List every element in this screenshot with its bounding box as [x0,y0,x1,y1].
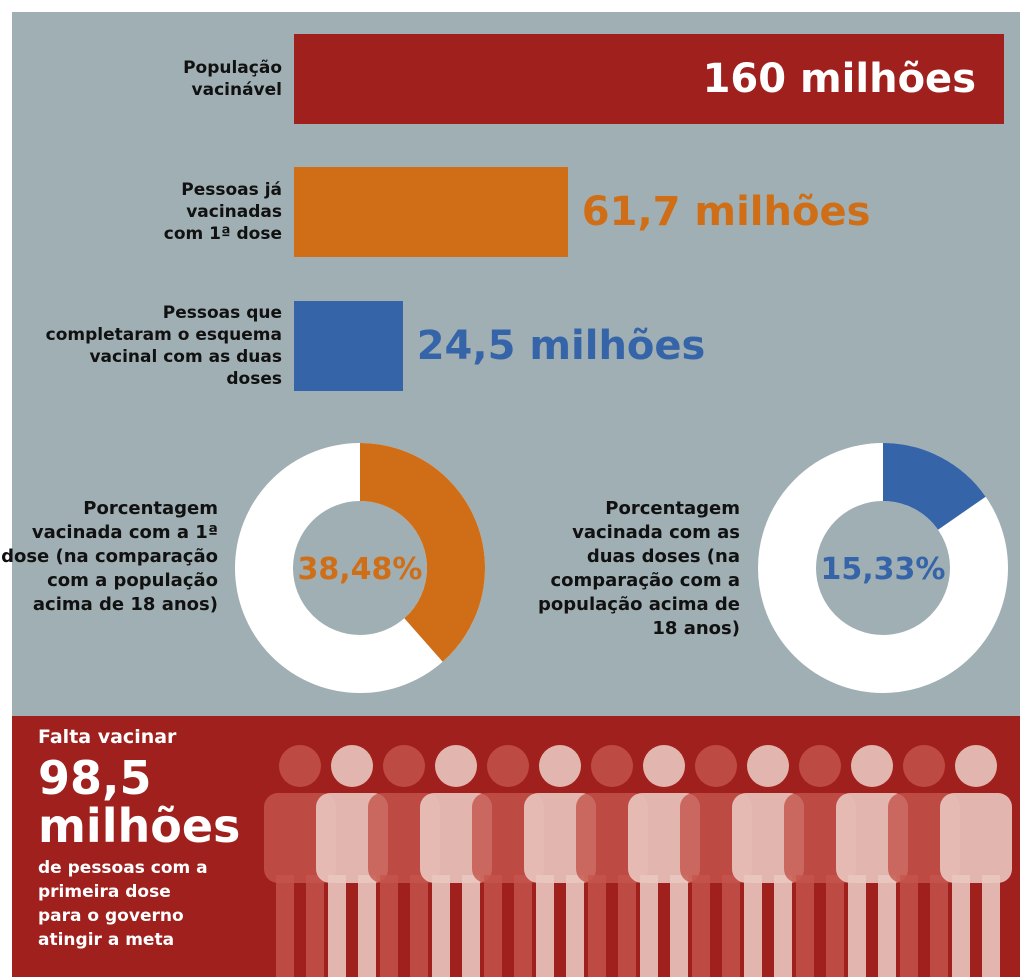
person-leg [462,875,480,977]
person-leg [410,875,428,977]
panel-intro: Falta vacinar [38,724,176,750]
person-head [851,745,893,787]
person-leg [692,875,710,977]
bar-label: População vacinável [162,57,282,101]
bar-label: Pessoas que completaram o esquema vacina… [32,302,282,390]
person-leg [670,875,688,977]
bar [294,301,403,391]
person-head [903,745,945,787]
donut-value: 15,33% [821,552,946,587]
person-leg [328,875,346,977]
donut-label: Porcentagem vacinada com a 1ª dose (na c… [0,497,218,617]
person-body [940,793,1012,883]
person-leg [826,875,844,977]
panel-text: de pessoas com a primeira dose para o go… [38,856,213,952]
person-leg [276,875,294,977]
person-leg [514,875,532,977]
bar [294,167,568,257]
person-head [383,745,425,787]
person-head [539,745,581,787]
person-leg [358,875,376,977]
person-head [747,745,789,787]
person-head [435,745,477,787]
value-label: 24,5 milhões [417,321,706,371]
person-leg [618,875,636,977]
person-leg [982,875,1000,977]
person-leg [952,875,970,977]
person-leg [566,875,584,977]
panel-amount: 98,5 milhões [38,754,228,850]
value-label: 160 milhões [703,54,976,104]
person-leg [484,875,502,977]
person-leg [306,875,324,977]
person-leg [848,875,866,977]
person-leg [744,875,762,977]
person-head [643,745,685,787]
person-head [487,745,529,787]
value-label: 61,7 milhões [582,187,871,237]
person-leg [380,875,398,977]
person-leg [930,875,948,977]
person-head [279,745,321,787]
person-leg [588,875,606,977]
person-leg [796,875,814,977]
bar-label: Pessoas já vacinadas com 1ª dose [152,179,282,245]
donut-label: Porcentagem vacinada com as duas doses (… [520,497,740,641]
person-leg [432,875,450,977]
person-head [799,745,841,787]
person-head [955,745,997,787]
person-head [331,745,373,787]
person-leg [536,875,554,977]
person-head [591,745,633,787]
person-leg [722,875,740,977]
person-leg [640,875,658,977]
infographic: 38,48%15,33% Falta vacinar 98,5 milhões … [0,0,1020,977]
donut-value: 38,48% [298,552,423,587]
person-head [695,745,737,787]
person-leg [900,875,918,977]
person-leg [878,875,896,977]
person-leg [774,875,792,977]
